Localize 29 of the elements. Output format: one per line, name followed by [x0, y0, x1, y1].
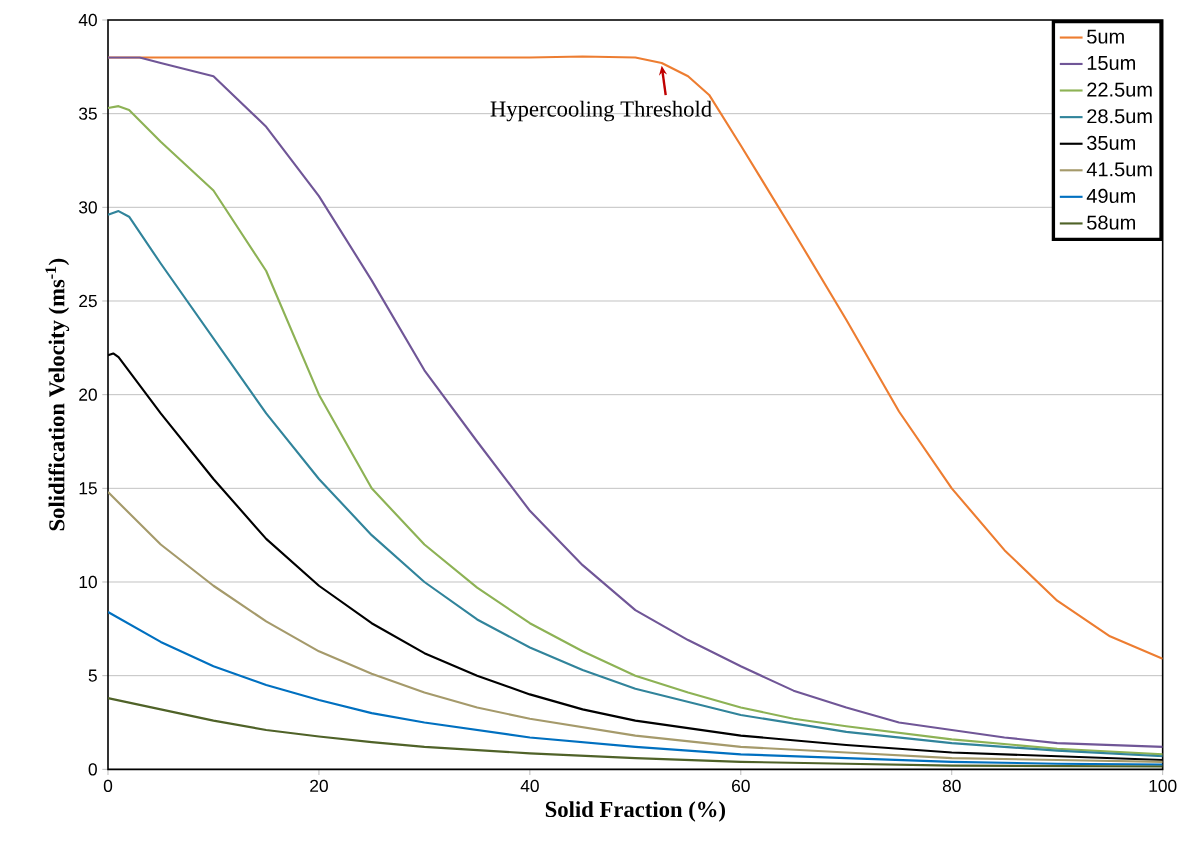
- x-tick-label: 100: [1149, 779, 1177, 793]
- legend-label: 58um: [1087, 215, 1135, 230]
- y-tick-label: 15: [79, 482, 97, 495]
- y-tick-label: 40: [78, 13, 97, 27]
- line-series: [108, 697, 1163, 768]
- y-tick-label: 30: [78, 201, 97, 214]
- legend-label: 5um: [1087, 29, 1124, 44]
- y-tick-label: 20: [79, 388, 97, 401]
- annotation: Hypercooling Threshold: [490, 100, 712, 122]
- legend-label: 41.5um: [1086, 162, 1152, 177]
- line-series: [108, 610, 1163, 766]
- legend-label: 15um: [1087, 56, 1135, 71]
- y-axis-title: Solidification Velocity (ms$^{-1}$): [45, 258, 70, 531]
- x-axis-title: Solid Fraction (%): [545, 801, 726, 822]
- y-tick-label: 25: [79, 294, 97, 308]
- x-tick-label: 40: [520, 779, 539, 793]
- y-tick-label: 35: [78, 107, 97, 120]
- legend-label: 28.5um: [1087, 109, 1152, 124]
- y-tick-label: 0: [88, 763, 97, 776]
- x-tick-label: 80: [942, 779, 961, 793]
- line-series: [108, 491, 1163, 763]
- y-tick-label: 10: [79, 575, 97, 589]
- legend-label: 22.5um: [1087, 82, 1152, 97]
- legend-label: 49um: [1086, 188, 1135, 203]
- x-tick-label: 20: [310, 779, 328, 793]
- legend-label: 35um: [1087, 135, 1135, 150]
- x-tick-label: 60: [732, 779, 750, 793]
- x-tick-label: 0: [103, 779, 113, 793]
- y-tick-label: 5: [88, 669, 97, 682]
